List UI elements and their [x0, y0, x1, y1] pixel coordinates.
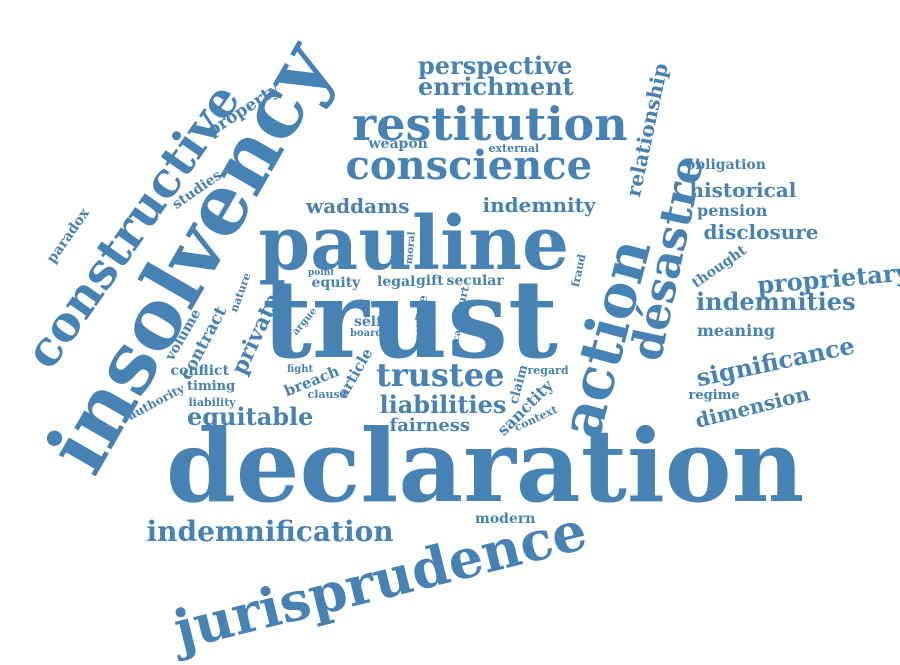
word: fairness	[389, 415, 471, 436]
word: thought	[688, 242, 750, 292]
word: obligation	[686, 157, 766, 173]
word: clause	[307, 387, 347, 401]
word: law	[415, 319, 435, 330]
word: indemnities	[696, 287, 856, 316]
word: regard	[527, 363, 569, 377]
word: point	[308, 267, 335, 278]
word: regime	[688, 387, 740, 403]
word: conflict	[170, 363, 230, 379]
word: disclosure	[703, 220, 819, 244]
word: fight	[287, 364, 314, 375]
word: trustee	[376, 356, 505, 394]
word: self	[354, 314, 383, 330]
word: significance	[693, 330, 857, 393]
word: meaning	[697, 321, 776, 340]
word: indemnification	[146, 515, 394, 548]
word: secular	[446, 273, 504, 289]
word: historical	[689, 178, 797, 202]
word: enrichment	[418, 72, 574, 101]
word: conscience	[345, 142, 593, 189]
word: perspective	[418, 51, 573, 80]
word: modern	[475, 511, 536, 527]
word: gift	[416, 273, 444, 289]
word: legal	[377, 274, 416, 290]
word: pauline	[258, 201, 570, 287]
word: equitable	[187, 402, 314, 431]
word: liabilities	[379, 390, 507, 419]
word: restitution	[352, 97, 628, 151]
word: weapon	[368, 136, 428, 152]
word: equity	[311, 275, 361, 291]
word: moral	[403, 231, 418, 265]
word: trust	[262, 257, 558, 383]
word: declaration	[166, 407, 805, 525]
word: board	[350, 328, 383, 339]
word: timing	[187, 378, 236, 394]
word: pension	[697, 201, 768, 220]
word: pot	[416, 327, 433, 338]
word: liability	[188, 395, 236, 409]
word: indemnity	[482, 193, 596, 217]
word: external	[488, 141, 540, 155]
word: waddams	[306, 194, 410, 218]
